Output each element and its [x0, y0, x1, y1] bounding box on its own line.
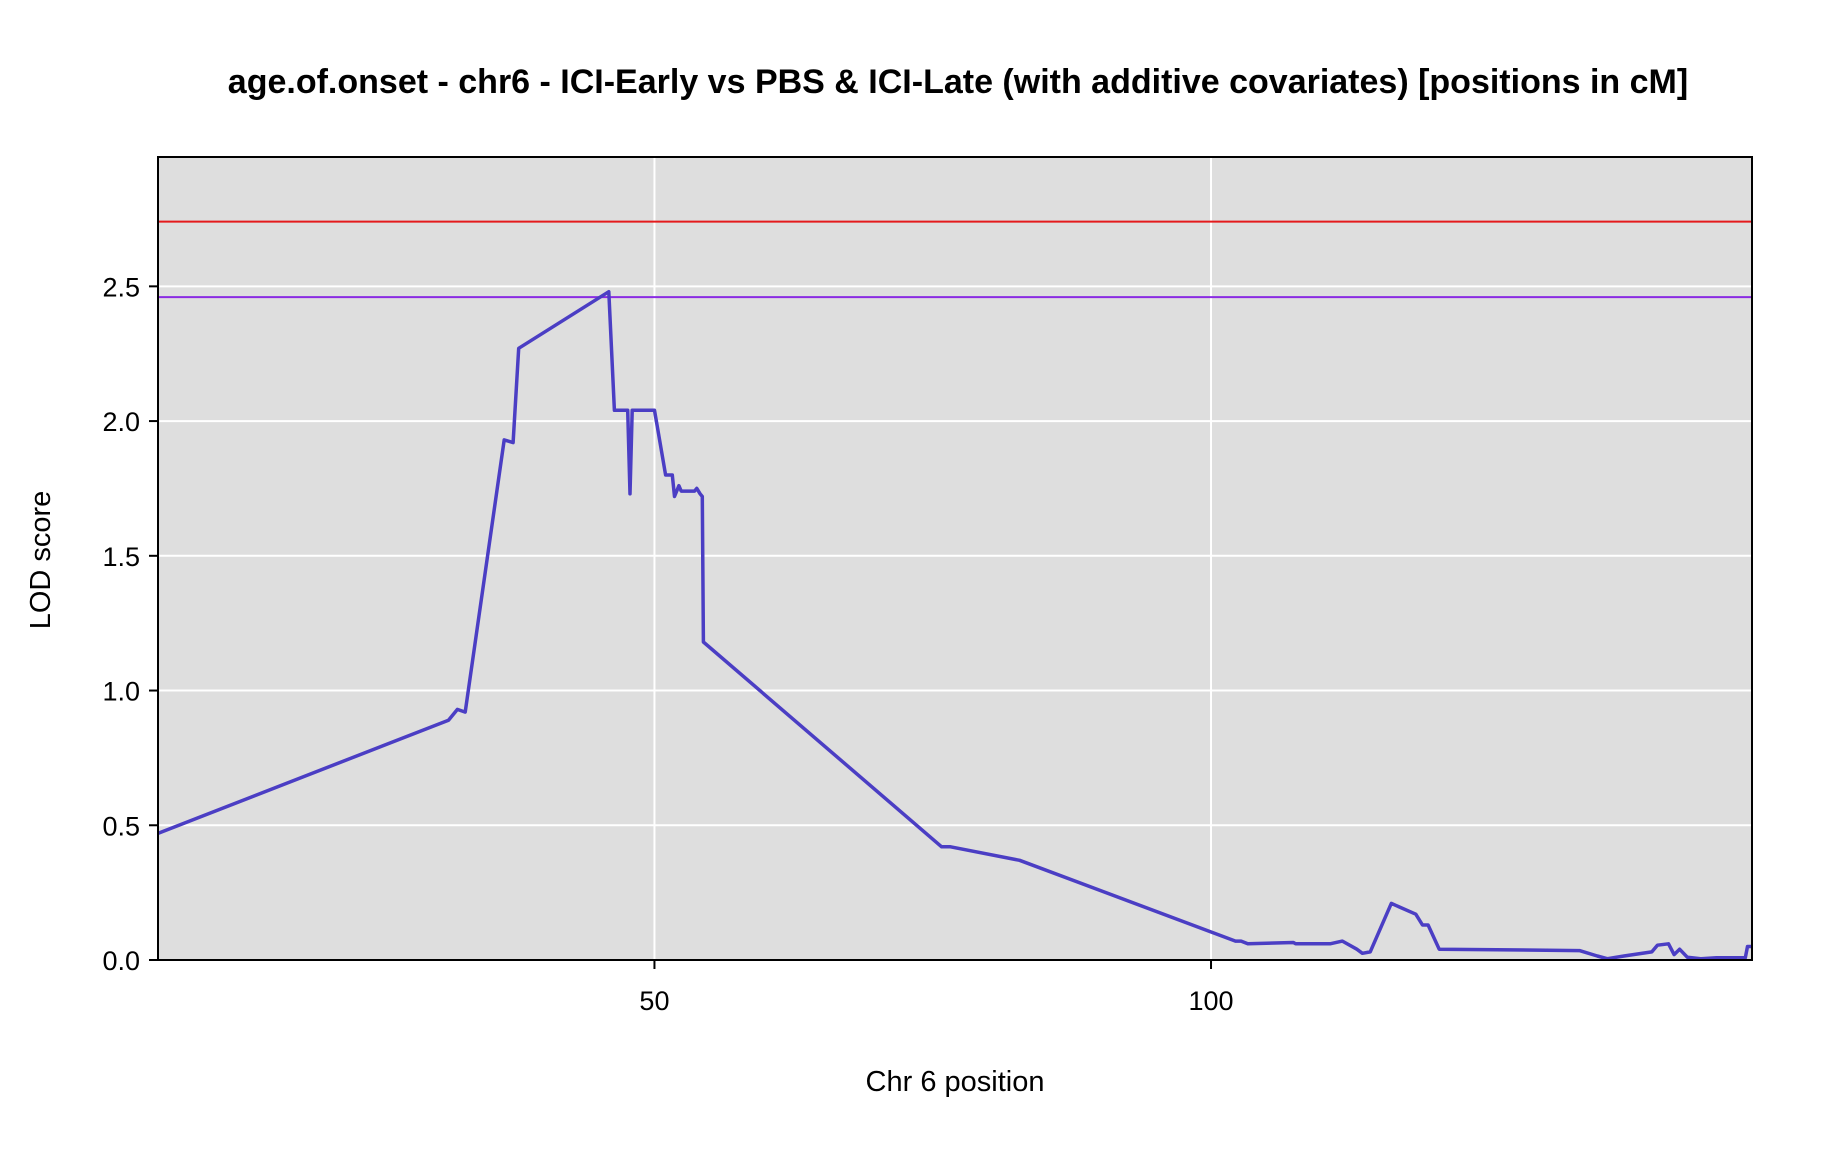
plot-frame [157, 156, 1753, 961]
lod-line [157, 289, 1752, 961]
y-axis-label: LOD score [25, 491, 57, 630]
y-tick-label: 1.0 [102, 677, 140, 707]
y-tick-label: 2.5 [102, 272, 140, 302]
lod-series [157, 289, 1752, 961]
x-axis-label: Chr 6 position [866, 1066, 1045, 1098]
y-tick-label: 2.0 [102, 407, 140, 437]
chart-title: age.of.onset - chr6 - ICI-Early vs PBS &… [228, 63, 1688, 101]
plot-background [158, 157, 1752, 960]
x-tick-label: 100 [1188, 986, 1233, 1016]
y-tick-label: 1.5 [102, 542, 140, 572]
y-tick-label: 0.5 [102, 811, 140, 841]
y-tick-label: 0.0 [102, 946, 140, 976]
threshold-lines [158, 220, 1752, 299]
axis-ticks: 50 100 0.0 0.5 1.0 1.5 2.0 2.5 [102, 272, 1233, 1016]
x-tick-label: 50 [639, 986, 669, 1016]
